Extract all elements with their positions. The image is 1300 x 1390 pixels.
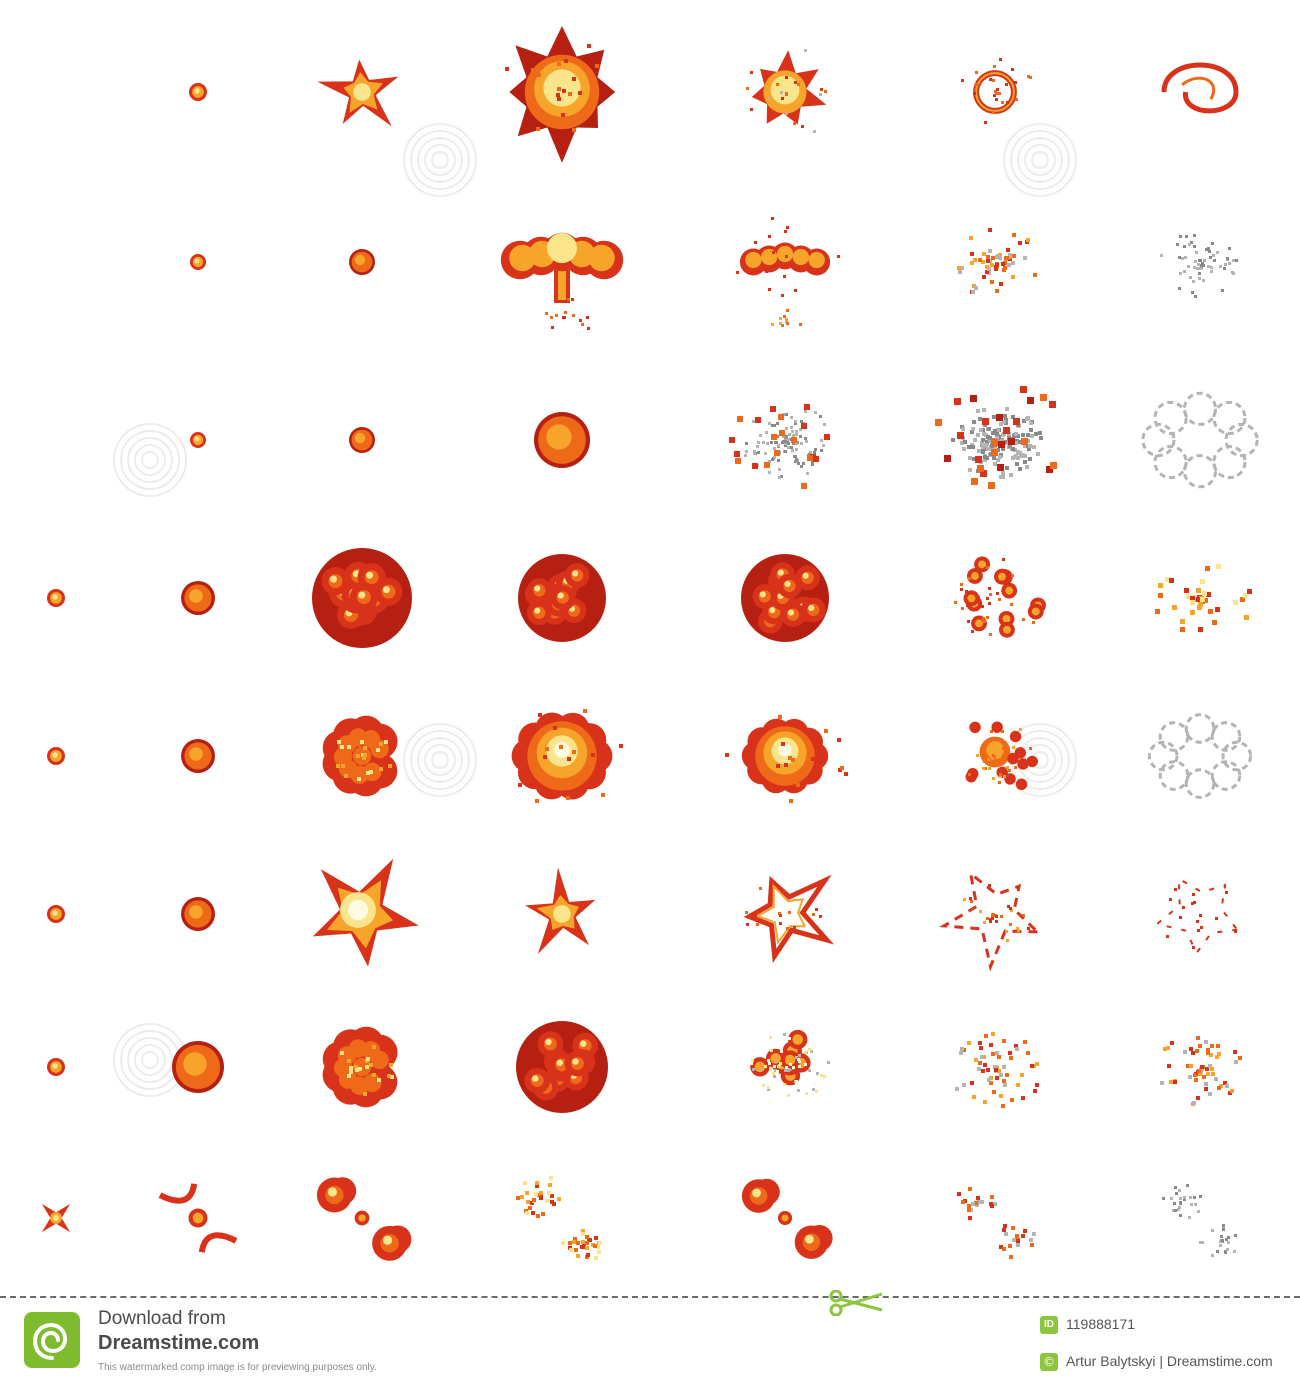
dreamstime-footer: Download from Dreamstime.com This waterm… xyxy=(0,1290,1300,1390)
sprite-frame-burst xyxy=(746,49,827,133)
row-3-smoke-burst xyxy=(190,386,1259,489)
sprite-frame-ball xyxy=(349,427,375,453)
dreamstime-logo-icon xyxy=(24,1312,80,1368)
sprite-frame-star xyxy=(525,867,596,955)
sprite-frame-smoke xyxy=(729,404,830,489)
sprite-frame-star xyxy=(317,59,399,127)
sprite-frame-glowburst xyxy=(511,709,623,803)
sprite-frame-clusterbreak xyxy=(954,556,1046,638)
sprite-frame-dot xyxy=(47,589,65,607)
sprite-frame-cluster xyxy=(312,548,412,648)
sprite-frame-smokeoutline xyxy=(1141,391,1259,489)
watermark-swirl-icon xyxy=(1003,123,1077,197)
sprite-frame-dot xyxy=(47,905,65,923)
row-8-twin-blast xyxy=(41,1176,1237,1261)
sprite-frame-twinclouds xyxy=(316,1177,412,1261)
sprite-frame-twindebris xyxy=(516,1176,602,1260)
download-from-text: Download from xyxy=(98,1308,226,1329)
sprite-frame-mushroom xyxy=(500,232,624,330)
sprite-frame-cloud xyxy=(322,1026,398,1108)
copyright-icon: © xyxy=(1040,1353,1058,1371)
sprite-frame-ball xyxy=(181,581,215,615)
watermark-swirl-icon xyxy=(403,123,477,197)
sprite-frame-glowburst xyxy=(725,715,848,803)
image-id: 119888171 xyxy=(1066,1316,1136,1332)
sprite-frame-mushroomfade xyxy=(736,217,840,327)
sprite-frame-ring xyxy=(961,58,1032,124)
sprite-frame-starflash xyxy=(313,858,419,967)
sprite-frame-bigburst xyxy=(505,26,616,163)
row-1-star-burst xyxy=(189,26,1239,163)
sprite-frame-clusterfade xyxy=(750,1029,830,1103)
sprite-frame-dot xyxy=(47,747,65,765)
row-2-mushroom xyxy=(190,217,1238,330)
id-badge: ID xyxy=(1040,1316,1058,1334)
sprite-frame-fireball xyxy=(172,1041,224,1093)
row-7-fire-cloud xyxy=(47,1021,1242,1113)
sprite-frame-swirl xyxy=(1161,62,1239,114)
sprite-frame-starshards xyxy=(939,869,1042,972)
sprite-frame-debris xyxy=(955,1032,1039,1108)
sprite-frame-spark xyxy=(41,1203,71,1233)
cut-line xyxy=(0,1296,1300,1298)
sprite-frame-dot xyxy=(190,432,206,448)
sprite-frame-sparks xyxy=(1155,564,1252,632)
sprite-frame-ball xyxy=(181,897,215,931)
sprite-frame-grayfrag xyxy=(1162,1184,1237,1257)
sprite-frame-ball xyxy=(349,249,375,275)
row-6-star-flash xyxy=(47,858,1240,972)
brand-name[interactable]: Dreamstime.com xyxy=(98,1332,260,1354)
sprite-frame-dot xyxy=(47,1058,65,1076)
sprite-frame-cluster xyxy=(516,1021,608,1113)
sprite-frame-graydebris xyxy=(1160,234,1238,298)
watermark-disclaimer: This watermarked comp image is for previ… xyxy=(98,1362,377,1373)
row-4-cluster xyxy=(47,548,1252,648)
sprite-frame-twinclouds xyxy=(741,1178,833,1259)
sprite-frame-cluster xyxy=(741,554,829,642)
sprite-frame-cluster xyxy=(518,554,606,642)
watermark-swirl-icon xyxy=(403,723,477,797)
scissors-icon xyxy=(829,1290,883,1316)
sprite-frame-smokeoutline xyxy=(1147,713,1253,799)
sprite-frame-debris xyxy=(957,228,1037,294)
sprite-frame-dot xyxy=(189,83,207,101)
sprite-frame-starfrag xyxy=(1154,877,1240,955)
row-5-cloud-glow xyxy=(47,709,1253,803)
sprite-frame-staroutline xyxy=(743,874,835,964)
sprite-frame-fireball xyxy=(534,412,590,468)
sprite-frame-debris xyxy=(1160,1036,1242,1106)
sprite-frame-dot xyxy=(190,254,206,270)
sprite-frame-cloudfade xyxy=(965,721,1038,790)
sprite-frame-ball xyxy=(181,739,215,773)
sprite-frame-cloud xyxy=(322,715,398,797)
sprite-frame-twinarcs xyxy=(158,1183,238,1253)
author-credit: Artur Balytskyi | Dreamstime.com xyxy=(1066,1353,1273,1369)
sprite-frame-smokecloud xyxy=(935,386,1057,489)
watermark-swirl-icon xyxy=(113,423,187,497)
sprite-frame-twinfrag xyxy=(957,1187,1036,1259)
explosion-sprite-sheet xyxy=(41,26,1259,1261)
